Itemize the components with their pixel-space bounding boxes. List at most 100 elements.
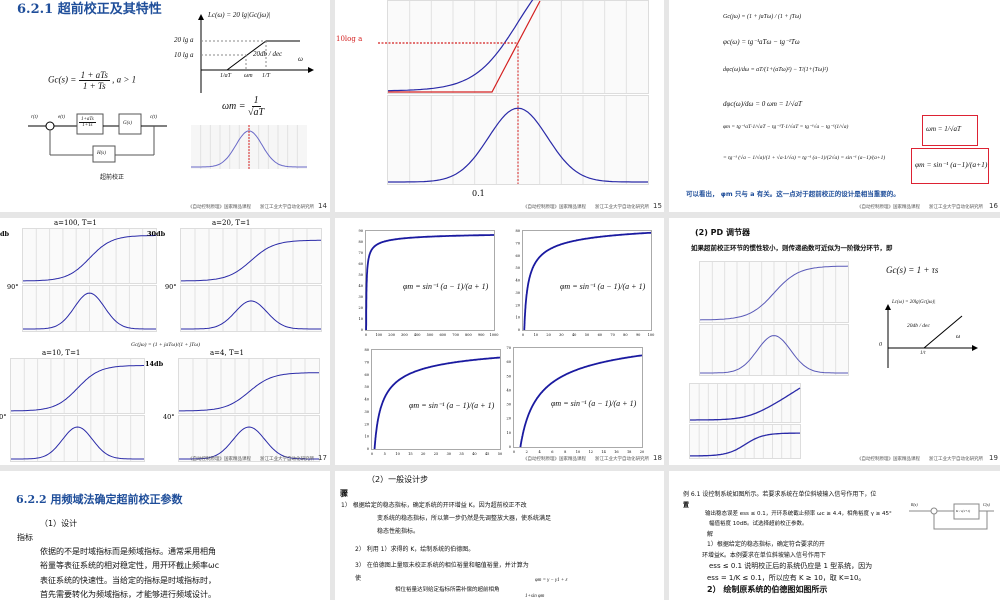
y-tick-label: 0 xyxy=(361,328,363,332)
y-tick-label: 20 xyxy=(359,306,363,310)
wm-result-box: ωm = 1/√aT xyxy=(922,115,978,146)
page-number: 16 xyxy=(989,202,998,210)
footer-text: 《自动控制原理》国家精品课程 浙江工业大学自动化研究所 xyxy=(523,205,649,210)
wm-lhs: ωm = xyxy=(222,100,246,112)
y-tick-label: 70 xyxy=(365,360,369,364)
magnitude-curve xyxy=(387,0,534,92)
slide-thumbnail-15[interactable]: 10log a 0.1 《自动控制原理》国家精品课程 浙江工业大学自动化研究所 … xyxy=(335,0,664,212)
y-tick-label: 80 xyxy=(516,229,520,233)
step-line-6: 使 xyxy=(355,575,362,582)
text-line-10: 2） 绘制原系统的伯德图如图所示 xyxy=(707,585,828,594)
step-line-4: 2） 利用 1）求得的 K，绘制系统的伯德图。 xyxy=(355,546,475,553)
phim-result-box: φm = sin⁻¹ (a−1)/(a+1) xyxy=(911,148,989,184)
x-label-wm: ωm xyxy=(244,73,253,79)
page-number: 18 xyxy=(653,454,662,462)
plot-label: a=10, T=1 xyxy=(42,349,81,357)
y-tick-label: 70 xyxy=(507,346,511,350)
x-tick-label: 100 xyxy=(375,333,382,337)
gc-num: 1 + aTs xyxy=(78,70,110,81)
x-tick-label: 700 xyxy=(452,333,459,337)
page-number: 19 xyxy=(989,454,998,462)
gc-transfer-function: Gc(s) = 1 + aTs 1 + Ts , a > 1 xyxy=(48,70,136,91)
x-tick-label: 0 xyxy=(371,452,373,456)
slide-thumbnail-16[interactable]: Gc(jω) = (1 + jaTω) / (1 + jTω) φc(ω) = … xyxy=(669,0,1000,212)
pd-transfer-function: Gc(s) = 1 + τs xyxy=(886,265,939,275)
zero-label: 0 xyxy=(879,342,882,348)
x-tick-label: 12 xyxy=(589,450,593,454)
x-tick-label: 200 xyxy=(388,333,395,337)
y-label-10lga: 10 lg a xyxy=(174,51,194,59)
lc-axis-label: Lc(ω) = 20lg|Gc(jω)| xyxy=(892,300,936,305)
x-tick-label: 0 xyxy=(522,333,524,337)
x-tick-label: 40 xyxy=(572,333,576,337)
page-number: 14 xyxy=(318,202,327,210)
slide-thumbnail-20[interactable]: 6.2.2 用频域法确定超前校正参数 （1）设计 指标 依据的不是时域指标而是频… xyxy=(0,471,330,600)
block-plant: G(s) xyxy=(123,121,132,126)
text-line-4: 幅值裕度 10dB。试选择超前校正参数。 xyxy=(709,521,808,527)
x-tick-label: 800 xyxy=(465,333,472,337)
wm-num: 1 xyxy=(251,95,261,107)
x-tick-label: 100 xyxy=(648,333,655,337)
x-tick-label: 5 xyxy=(384,452,386,456)
phase-curve xyxy=(181,300,321,330)
footer-text: 《自动控制原理》国家精品课程 浙江工业大学自动化研究所 xyxy=(188,205,314,210)
plot-label: a=4, T=1 xyxy=(210,349,244,357)
slide-thumbnail-14[interactable]: 6.2.1 超前校正及其特性 Lc(ω) = 20 lg|Gc(jω)| 20 … xyxy=(0,0,330,212)
phase-max-curve xyxy=(523,231,651,330)
y-label-20lga: 20 lg a xyxy=(174,36,194,44)
x-tick-label: 90 xyxy=(636,333,640,337)
x-tick-label: 35 xyxy=(459,452,463,456)
slide-thumbnail-19[interactable]: (2) PD 调节器 如果超前校正环节的惯性较小，则传递函数可近似为一阶微分环节… xyxy=(669,218,1000,465)
y-tick-label: 10 xyxy=(507,431,511,435)
phase-plot xyxy=(191,125,307,169)
x-tick-label: 45 xyxy=(485,452,489,456)
magnitude-curve xyxy=(699,265,849,321)
center-equation: Gc(jω) = (1 + jaTω)/(1 + jTω) xyxy=(131,342,200,348)
label-10loga: 10log a xyxy=(336,35,363,43)
slide-thumbnail-21[interactable]: （2）一般设计步 骤 1） 根据给定的稳态指标，确定系统的开环增益 K。因为超前… xyxy=(335,471,664,600)
x-tick-label: 50 xyxy=(498,452,502,456)
x-tick-label: 30 xyxy=(559,333,563,337)
page-number: 17 xyxy=(318,454,327,462)
phase-plot xyxy=(699,324,849,376)
gc-lhs: Gc(s) = xyxy=(48,74,77,85)
x-tick-label: 14 xyxy=(601,450,606,454)
x-tick-label: 500 xyxy=(427,333,434,337)
x-tick-label: 6 xyxy=(551,450,553,454)
y-tick-label: 10 xyxy=(359,317,363,321)
x-tick-label: 25 xyxy=(434,452,438,456)
footer-text: 《自动控制原理》国家精品课程 浙江工业大学自动化研究所 xyxy=(857,457,983,462)
y-tick-label: 60 xyxy=(507,360,511,364)
pd-asymptote-diagram xyxy=(885,304,978,368)
magnitude-plot xyxy=(699,261,849,323)
phase-curve xyxy=(191,130,307,168)
phase-max-chart: 0 2 4 6 8 10 12 14 16 18 20 0 10 20 30 40 50 60 70 xyxy=(507,346,645,454)
x-tick-label: 2 xyxy=(526,450,528,454)
phim-formula: φm = sin⁻¹ (a − 1)/(a + 1) xyxy=(551,399,637,408)
slide-thumbnail-17[interactable]: a=100, T=1 db 90° a=20, T=1 30db 90° a=1… xyxy=(0,218,330,465)
equation-1: Gc(jω) = (1 + jaTω) / (1 + jTω) xyxy=(723,14,802,20)
page-number: 15 xyxy=(653,202,662,210)
slide-thumbnail-22[interactable]: 例 6.1 设控制系统如图所示。若要求系统在单位斜坡输入信号作用下，位 置 输出… xyxy=(669,471,1000,600)
pd-magnitude-plot xyxy=(689,383,801,423)
body-line-2: 裕量等表征系统的相对稳定性，用开环截止频率ωc xyxy=(40,561,220,570)
slide-thumbnail-18[interactable]: 0 100 200 300 400 500 600 700 800 900 1000 0 10 20 30 4… xyxy=(335,218,664,465)
block-r: r(t) xyxy=(31,115,38,120)
y-tick-label: 60 xyxy=(359,262,363,266)
y-tick-label: 30 xyxy=(516,291,520,295)
equation-2: φc(ω) = tg⁻¹aTω − tg⁻¹Tω xyxy=(723,38,800,46)
intro-text: 如果超前校正环节的惯性较小，则传递函数可近似为一阶微分环节，即 xyxy=(691,244,893,252)
phase-max-curve xyxy=(373,356,501,449)
x-tick-label: 20 xyxy=(421,452,425,456)
footer-text: 《自动控制原理》国家精品课程 浙江工业大学自动化研究所 xyxy=(523,457,649,462)
conclusion-text: 可以看出， φm 只与 a 有关。这一点对于超前校正的设计是相当重要的。 xyxy=(686,190,900,198)
x-tick-label: 40 xyxy=(472,452,476,456)
block-comp: 1+aTs 1+Ts xyxy=(79,117,96,128)
y-tick-label: 80 xyxy=(359,240,363,244)
x-tick-label: 10 xyxy=(576,450,580,454)
x-tick-label: 20 xyxy=(546,333,550,337)
x-label-1-tau: 1/τ xyxy=(920,351,926,356)
y-tick-label: 10 xyxy=(365,435,369,439)
lc-axis-label: Lc(ω) = 20 lg|Gc(jω)| xyxy=(208,11,271,19)
equation-3: dφc(ω)/dω = aT/(1+(aTω)²) − T/(1+(Tω)²) xyxy=(723,67,829,73)
